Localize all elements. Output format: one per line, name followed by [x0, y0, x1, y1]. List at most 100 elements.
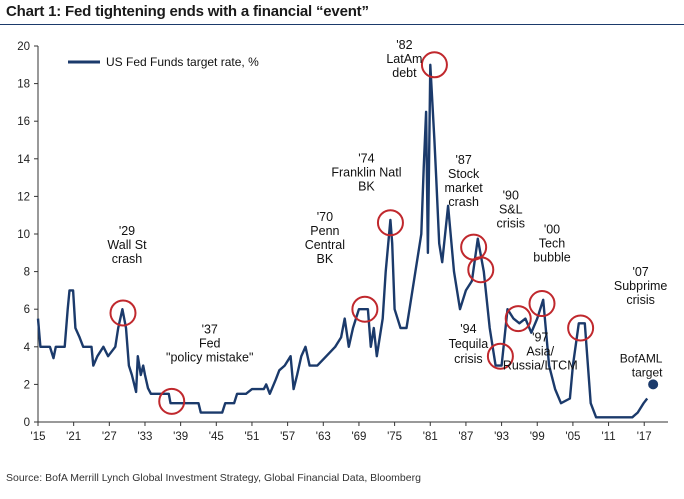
- event-label-line: '07: [632, 265, 648, 279]
- event-label-line: BK: [358, 180, 375, 194]
- legend: US Fed Funds target rate, %: [68, 55, 259, 69]
- y-tick-label: 16: [17, 116, 30, 128]
- event-label-line: '00: [544, 223, 560, 237]
- chart-title: Chart 1: Fed tightening ends with a fina…: [6, 3, 369, 20]
- event-label-line: '82: [396, 38, 412, 52]
- event-label-line: Franklin Natl: [331, 166, 401, 180]
- x-tick-label: '51: [244, 431, 259, 443]
- legend-label: US Fed Funds target rate, %: [106, 55, 259, 69]
- y-tick-label: 18: [17, 79, 30, 91]
- title-divider: [0, 24, 684, 25]
- event-circle-penn-central: [351, 295, 379, 323]
- event-label-line: Penn: [310, 224, 339, 238]
- event-label-line: '74: [358, 152, 374, 166]
- event-label-line: Subprime: [614, 279, 668, 293]
- y-tick-label: 20: [17, 41, 30, 53]
- x-tick-label: '21: [66, 431, 81, 443]
- event-label-line: '37: [202, 322, 218, 336]
- x-tick-label: '69: [351, 431, 366, 443]
- x-tick-label: '81: [423, 431, 438, 443]
- event-label-line: Central: [305, 238, 345, 252]
- event-label-line: '97: [532, 331, 548, 345]
- event-label-line: crash: [112, 252, 143, 266]
- x-tick-label: '05: [565, 431, 580, 443]
- event-label-line: "policy mistake": [166, 350, 253, 364]
- event-circle-policy-mistake: [158, 387, 186, 415]
- x-tick-label: '57: [280, 431, 295, 443]
- event-label-line: crisis: [497, 217, 525, 231]
- y-tick-label: 8: [24, 267, 30, 279]
- bofaml-target-marker: [648, 379, 659, 390]
- event-circle-stock-market-crash: [460, 233, 488, 261]
- event-circle-franklin-natl: [376, 209, 404, 237]
- chart-axes: 0 2 4 6 8 10 12 14 16 18 20 '15 '21 '27 '33 '39 '45 '51 '5…: [17, 41, 668, 443]
- event-label-line: crash: [448, 195, 479, 209]
- y-tick-label: 4: [24, 342, 31, 354]
- event-label-line: Fed: [199, 336, 221, 350]
- y-tick-label: 14: [17, 154, 30, 166]
- event-label-line: Wall St: [107, 238, 147, 252]
- x-tick-label: '39: [173, 431, 188, 443]
- event-label-line: Russia/LTCM: [503, 359, 578, 373]
- series-line-fed-funds: [36, 63, 649, 419]
- event-label-line: bubble: [533, 251, 571, 265]
- event-label-line: debt: [392, 66, 417, 80]
- event-label-line: '94: [460, 322, 476, 336]
- y-tick-label: 2: [24, 379, 30, 391]
- event-label-line: crisis: [626, 293, 654, 307]
- event-circle-tech-bubble: [528, 290, 556, 318]
- event-label-line: '70: [317, 210, 333, 224]
- x-tick-label: '45: [209, 431, 224, 443]
- event-circle-latam-debt: [420, 51, 448, 79]
- x-tick-label: '15: [31, 431, 46, 443]
- event-circle-wall-st-crash: [109, 299, 137, 327]
- event-label-line: '29: [119, 224, 135, 238]
- y-tick-label: 12: [17, 191, 30, 203]
- x-tick-label: '11: [601, 431, 615, 443]
- event-circle-tequila-crisis: [486, 342, 514, 370]
- event-label-line: market: [445, 181, 484, 195]
- event-label-line: Stock: [448, 167, 480, 181]
- event-label-line: '90: [503, 189, 519, 203]
- x-tick-label: '99: [530, 431, 545, 443]
- source-note: Source: BofA Merrill Lynch Global Invest…: [6, 472, 421, 484]
- target-label: target: [632, 365, 663, 379]
- x-tick-label: '63: [316, 431, 331, 443]
- event-label-line: BK: [317, 252, 334, 266]
- x-tick-label: '27: [102, 431, 117, 443]
- y-tick-label: 10: [17, 229, 30, 241]
- y-tick-label: 6: [24, 304, 30, 316]
- y-tick-label: 0: [24, 417, 30, 429]
- event-circles: [109, 51, 595, 415]
- event-circle-subprime-crisis: [567, 314, 595, 342]
- target-label: BofAML: [620, 351, 663, 365]
- event-label-line: Tequila: [449, 337, 489, 351]
- x-tick-label: '87: [458, 431, 473, 443]
- event-label-line: Asia/: [526, 345, 554, 359]
- x-tick-label: '93: [494, 431, 509, 443]
- event-label-line: LatAm: [386, 52, 422, 66]
- event-label-line: '87: [456, 153, 472, 167]
- event-label-line: crisis: [454, 352, 482, 366]
- x-tick-label: '33: [137, 431, 152, 443]
- x-tick-label: '75: [387, 431, 402, 443]
- event-label-line: S&L: [499, 203, 523, 217]
- fed-funds-chart: 0 2 4 6 8 10 12 14 16 18 20 '15 '21 '27 '33 '39 '45 '51 '5…: [17, 38, 668, 443]
- event-label-line: Tech: [539, 237, 565, 251]
- x-tick-label: '17: [637, 431, 652, 443]
- event-circle-sl-crisis: [467, 256, 495, 284]
- event-circle-asia-russia-ltcm: [504, 305, 532, 333]
